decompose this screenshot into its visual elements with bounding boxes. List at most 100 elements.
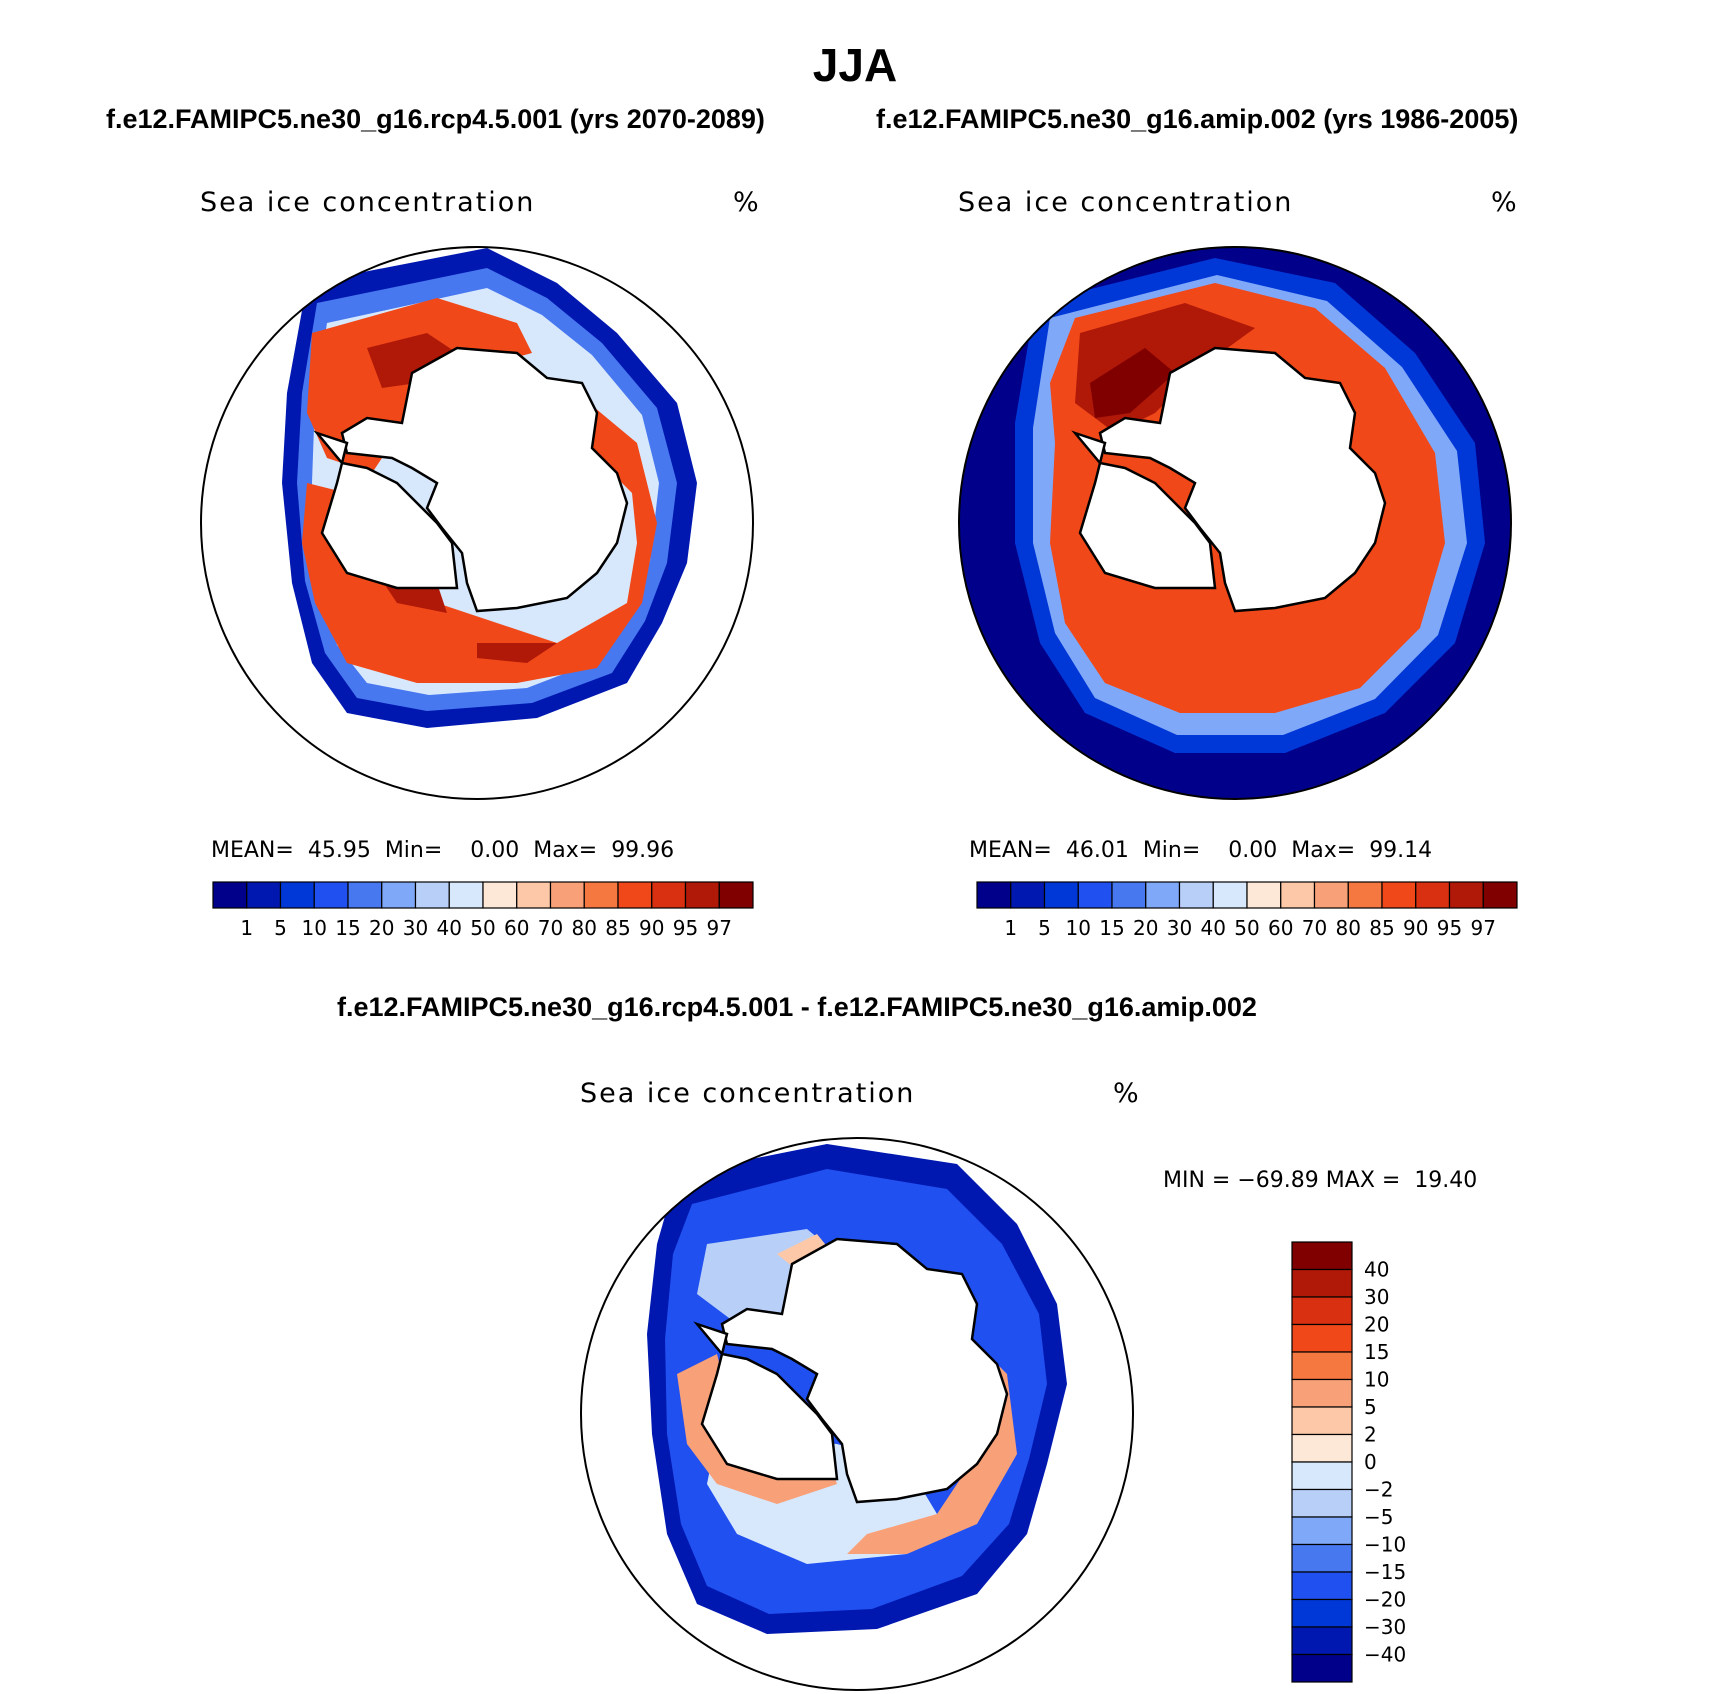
ice-pack-max [1090, 348, 1175, 418]
colorbar-left-swatch [279, 881, 315, 909]
colorbar-left-label: 70 [538, 916, 563, 940]
colorbar-diff-label: 40 [1364, 1258, 1389, 1282]
colorbar-right-label: 5 [1038, 916, 1051, 940]
colorbar-left-label: 40 [437, 916, 462, 940]
colorbar-diff-label: −2 [1364, 1478, 1393, 1502]
diff-positive [847, 1334, 1017, 1554]
colorbar-right-label: 90 [1403, 916, 1428, 940]
colorbar-left-swatch [414, 881, 450, 909]
colorbar-left-swatch [212, 881, 248, 909]
colorbar-right-label: 70 [1302, 916, 1327, 940]
colorbar-right-label: 40 [1201, 916, 1226, 940]
colorbar-diff-label: −10 [1364, 1533, 1406, 1557]
case-label-left: f.e12.FAMIPC5.ne30_g16.rcp4.5.001 (yrs 2… [106, 104, 765, 134]
map-diff [580, 1137, 1134, 1691]
colorbar-right-swatch [1313, 881, 1349, 909]
colorbar-diff-swatch [1291, 1296, 1353, 1326]
colorbar-right-label: 1 [1004, 916, 1017, 940]
colorbar-right-label: 95 [1437, 916, 1462, 940]
colorbar-diff-label: 10 [1364, 1368, 1389, 1392]
colorbar-right-swatch [1212, 881, 1248, 909]
colorbar-right-label: 97 [1471, 916, 1496, 940]
colorbar-diff-swatch [1291, 1488, 1353, 1518]
colorbar-right-swatch [976, 881, 1012, 909]
colorbar-right-label: 50 [1234, 916, 1259, 940]
colorbar-left-label: 50 [470, 916, 495, 940]
colorbar-left-swatch [549, 881, 585, 909]
colorbar-diff-label: 5 [1364, 1395, 1377, 1419]
colorbar-left: 1 5 10 15 20 30 40 50 60 70 80 85 90 95 97 [212, 881, 754, 940]
colorbar-diff-swatch [1291, 1406, 1353, 1436]
colorbar-diff-swatch [1291, 1461, 1353, 1491]
panel-left-units: % [733, 187, 761, 218]
colorbar-diff-label: −20 [1364, 1588, 1406, 1612]
colorbar-left-label: 85 [605, 916, 630, 940]
panel-left-stats: MEAN= 45.95 Min= 0.00 Max= 99.96 [211, 838, 675, 863]
colorbar-right-swatch [1246, 881, 1282, 909]
colorbar-right: 1 5 10 15 20 30 40 50 60 70 80 85 90 95 97 [976, 881, 1518, 940]
colorbar-right-swatch [1077, 881, 1113, 909]
colorbar-left-swatch [347, 881, 383, 909]
colorbar-diff-swatch [1291, 1268, 1353, 1298]
colorbar-right-swatch [1415, 881, 1451, 909]
colorbar-diff-label: −30 [1364, 1615, 1406, 1639]
colorbar-left-swatch [718, 881, 754, 909]
colorbar-right-label: 20 [1133, 916, 1158, 940]
colorbar-diff-swatch [1291, 1571, 1353, 1601]
ice-pack-max [367, 333, 457, 388]
colorbar-diff-label: −5 [1364, 1505, 1393, 1529]
colorbar-diff-label: −15 [1364, 1560, 1406, 1584]
colorbar-left-swatch [313, 881, 349, 909]
colorbar-diff-label: 15 [1364, 1340, 1389, 1364]
antarctica [1098, 346, 1387, 613]
colorbar-left-label: 30 [403, 916, 428, 940]
colorbar-right-swatch [1043, 881, 1079, 909]
colorbar-left-swatch [516, 881, 552, 909]
colorbar-left-label: 97 [707, 916, 732, 940]
colorbar-left-label: 90 [639, 916, 664, 940]
colorbar-left-swatch [583, 881, 619, 909]
colorbar-left-label: 60 [504, 916, 529, 940]
colorbar-right-swatch [1010, 881, 1046, 909]
map-right [958, 246, 1512, 800]
colorbar-left-swatch [651, 881, 687, 909]
colorbar-diff-swatch [1291, 1351, 1353, 1381]
colorbar-diff-label: 30 [1364, 1285, 1389, 1309]
panel-diff-stats: MIN = −69.89 MAX = 19.40 [1163, 1168, 1478, 1193]
colorbar-diff-swatch [1291, 1626, 1353, 1656]
colorbar-left-label: 95 [673, 916, 698, 940]
colorbar-right-swatch [1280, 881, 1316, 909]
colorbar-right-label: 30 [1167, 916, 1192, 940]
colorbar-left-swatch [246, 881, 282, 909]
colorbar-diff-label: 2 [1364, 1423, 1377, 1447]
antarctica [1071, 430, 1217, 590]
panel-diff-title: Sea ice concentration [580, 1078, 916, 1109]
colorbar-right-swatch [1482, 881, 1518, 909]
panel-right-stats: MEAN= 46.01 Min= 0.00 Max= 99.14 [969, 838, 1433, 863]
panel-left-title: Sea ice concentration [200, 187, 536, 218]
colorbar-left-label: 5 [274, 916, 287, 940]
colorbar-left-label: 10 [302, 916, 327, 940]
colorbar-diff-swatch [1291, 1598, 1353, 1628]
colorbar-right-label: 60 [1268, 916, 1293, 940]
ice-pack-high [302, 393, 657, 683]
case-label-diff: f.e12.FAMIPC5.ne30_g16.rcp4.5.001 - f.e1… [337, 992, 1257, 1022]
colorbar-diff-label: 20 [1364, 1313, 1389, 1337]
colorbar-right-label: 10 [1066, 916, 1091, 940]
colorbar-diff-swatch [1291, 1516, 1353, 1546]
panel-right-units: % [1491, 187, 1519, 218]
colorbar-right-swatch [1178, 881, 1214, 909]
case-label-right: f.e12.FAMIPC5.ne30_g16.amip.002 (yrs 198… [876, 104, 1519, 134]
colorbar-diff-swatch [1291, 1543, 1353, 1573]
panel-diff-units: % [1113, 1078, 1141, 1109]
map-left [200, 246, 754, 800]
ice-pack-max [477, 643, 557, 663]
colorbar-left-swatch [617, 881, 653, 909]
colorbar-right-swatch [1347, 881, 1383, 909]
colorbar-left-swatch [482, 881, 518, 909]
colorbar-right-swatch [1381, 881, 1417, 909]
panel-right-title: Sea ice concentration [958, 187, 1294, 218]
antarctica [693, 1321, 839, 1481]
antarctica [340, 346, 629, 613]
